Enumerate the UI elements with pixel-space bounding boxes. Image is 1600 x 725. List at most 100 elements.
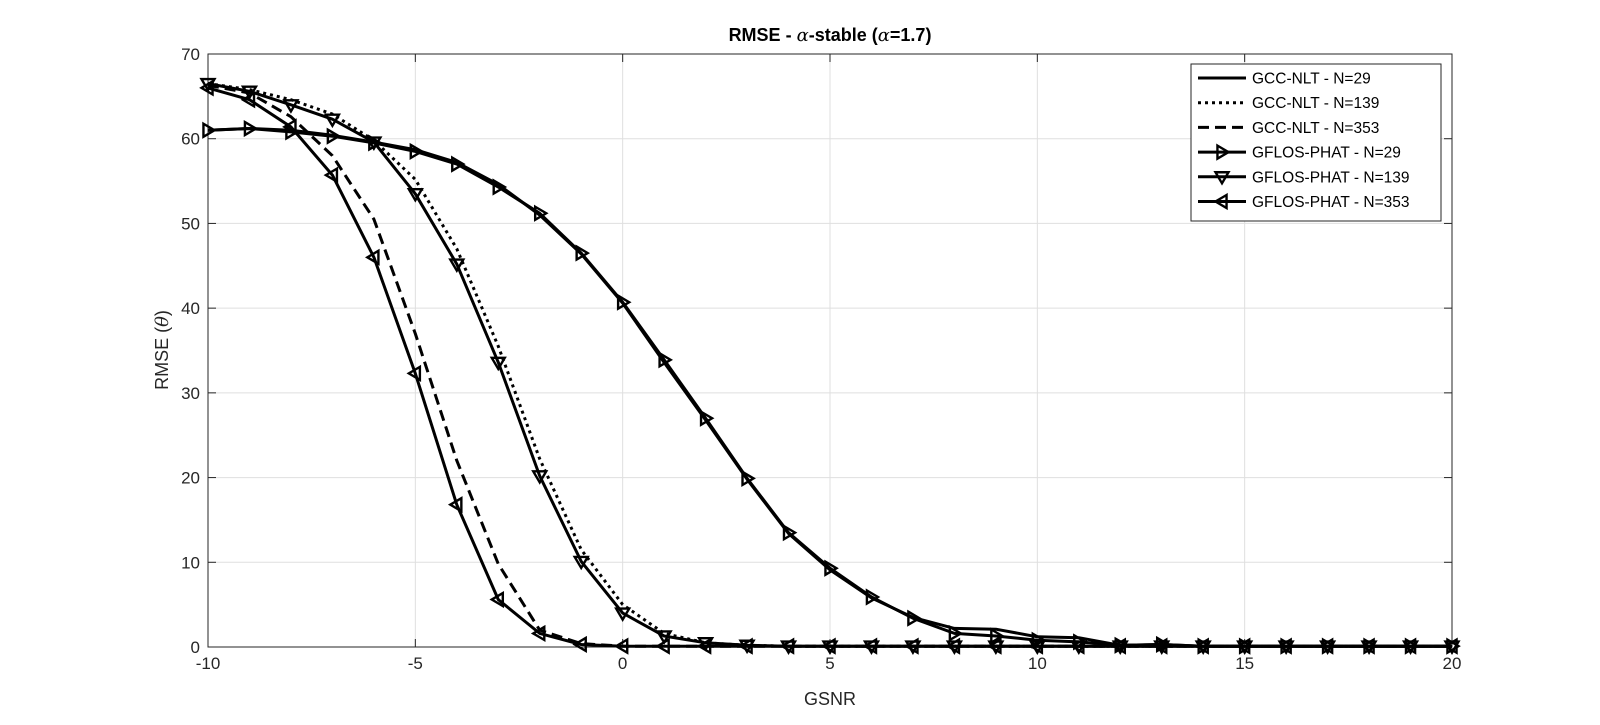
series-line: [207, 86, 1452, 648]
y-tick-label: 10: [181, 553, 200, 572]
legend-label: GFLOS-PHAT - N=29: [1252, 145, 1401, 162]
data-point: [741, 469, 756, 488]
legend: GCC-NLT - N=29 GCC-NLT - N=139 GCC-NLT - N…: [1190, 63, 1442, 222]
data-point: [406, 188, 424, 203]
data-point: [1277, 637, 1292, 655]
data-point: [779, 637, 795, 655]
data-point: [409, 142, 425, 161]
y-tick-label: 50: [181, 214, 200, 233]
y-tick-label: 70: [181, 45, 200, 64]
data-point: [243, 119, 259, 138]
legend-label: GCC-NLT - N=29: [1252, 71, 1371, 88]
x-tick-label: 5: [825, 654, 834, 673]
data-point: [904, 637, 919, 655]
data-point: [655, 630, 673, 645]
data-point: [821, 637, 836, 655]
title-alpha-symbol: α: [797, 25, 809, 46]
data-point: [240, 91, 256, 109]
series-6: [199, 79, 1458, 655]
data-point: [533, 204, 549, 222]
legend-item: GFLOS-PHAT - N=139: [1198, 169, 1410, 186]
data-point: [658, 351, 673, 369]
data-point: [489, 356, 507, 372]
legend-label: GFLOS-PHAT - N=353: [1252, 194, 1410, 211]
x-tick-label: -10: [196, 654, 221, 673]
data-point: [862, 637, 878, 655]
y-tick-label: 40: [181, 299, 200, 318]
x-tick-label: 20: [1443, 654, 1462, 673]
data-point: [1318, 637, 1334, 655]
y-label-theta-symbol: θ: [152, 316, 173, 327]
axis-ticks: -10 -5 0 5 10 15 20 0 10 20 30 40 50 60 70: [181, 45, 1461, 673]
data-point: [986, 637, 1002, 655]
legend-item: GCC-NLT - N=29: [1198, 71, 1371, 88]
data-point: [282, 118, 297, 136]
data-point: [865, 588, 881, 606]
data-point: [406, 364, 422, 382]
data-point: [990, 627, 1005, 645]
data-point: [1028, 637, 1044, 655]
data-point: [492, 178, 508, 196]
data-point: [572, 555, 590, 571]
legend-label: GCC-NLT - N=139: [1252, 95, 1379, 112]
y-tick-label: 60: [181, 130, 200, 149]
data-point: [1111, 637, 1127, 655]
data-point: [1235, 637, 1251, 655]
data-point: [613, 637, 629, 655]
legend-marker: [1213, 171, 1231, 186]
data-point: [365, 248, 380, 266]
data-point: [824, 559, 839, 577]
data-point: [699, 409, 715, 427]
data-point: [655, 637, 670, 655]
data-point: [323, 113, 341, 129]
data-point: [489, 590, 505, 609]
y-tick-label: 0: [191, 638, 200, 657]
data-point: [1360, 637, 1375, 655]
data-point: [945, 637, 961, 655]
x-tick-label: -5: [408, 654, 423, 673]
x-tick-label: 0: [618, 654, 627, 673]
x-axis-label: GSNR: [804, 689, 856, 709]
data-point: [199, 79, 214, 97]
legend-label: GFLOS-PHAT - N=139: [1252, 169, 1410, 186]
legend-item: GCC-NLT - N=353: [1198, 120, 1379, 137]
data-point: [696, 637, 712, 655]
y-tick-label: 20: [181, 469, 200, 488]
data-point: [530, 624, 546, 643]
data-point: [948, 624, 964, 643]
data-point: [1443, 637, 1458, 655]
data-point: [448, 258, 466, 273]
data-point: [1401, 637, 1417, 655]
data-point: [447, 496, 463, 514]
x-tick-label: 15: [1235, 654, 1254, 673]
data-point: [323, 166, 339, 184]
y-tick-label: 30: [181, 384, 200, 403]
chart-title: RMSE - α-stable (α=1.7): [729, 25, 932, 46]
data-point: [575, 244, 591, 262]
data-point: [240, 85, 259, 101]
legend-label: GCC-NLT - N=353: [1252, 120, 1379, 137]
data-point: [326, 127, 342, 145]
y-axis-label: RMSE (θ): [152, 310, 173, 390]
data-point: [1031, 631, 1047, 649]
data-point: [738, 637, 753, 655]
data-point: [531, 470, 549, 485]
data-point: [782, 524, 798, 542]
data-point: [1194, 637, 1209, 655]
data-point: [616, 293, 632, 311]
legend-item: GFLOS-PHAT - N=353: [1198, 192, 1410, 211]
data-point: [282, 99, 300, 114]
legend-marker: [1216, 143, 1231, 161]
data-point: [1152, 637, 1168, 655]
data-point: [614, 607, 632, 622]
legend-marker: [1213, 192, 1228, 211]
data-point: [202, 121, 217, 139]
series-layer: [199, 77, 1461, 656]
data-point: [365, 136, 383, 151]
data-point: [1069, 637, 1085, 655]
x-tick-label: 10: [1028, 654, 1047, 673]
legend-item: GCC-NLT - N=139: [1198, 95, 1379, 112]
data-point: [451, 155, 466, 173]
title-alpha-symbol-2: α: [878, 25, 890, 46]
